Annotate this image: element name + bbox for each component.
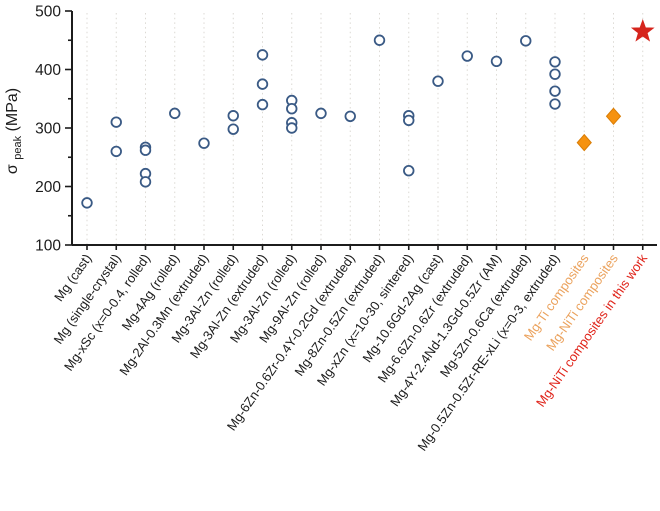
data-point-circle [256, 49, 269, 61]
data-point-circle [256, 98, 269, 111]
data-point-circle [81, 197, 93, 209]
data-point-circle [110, 145, 122, 158]
y-tick-labels-layer: 100 200 300 400 500 [35, 4, 61, 255]
y-axis-tick-label: 500 [35, 4, 61, 21]
data-point-circle [139, 144, 152, 156]
y-axis-tick-label: 100 [35, 238, 61, 255]
data-point-diamond [576, 133, 592, 152]
data-points-layer [81, 18, 655, 209]
axes-layer [65, 10, 657, 250]
data-point-circle [403, 114, 415, 127]
data-point-circle [286, 122, 298, 134]
y-axis-tick-label: 300 [35, 121, 61, 138]
data-point-diamond [605, 107, 622, 126]
data-point-circle [344, 110, 356, 123]
data-point-circle [227, 123, 239, 135]
x-tick-labels-layer: Mg (cast)Mg (single-crystal)Mg-xSc (x=0-… [51, 251, 651, 454]
y-axis-tick-label: 400 [35, 62, 61, 79]
data-point-circle [315, 107, 327, 120]
y-axis-title: σ peak (MPa) [4, 88, 25, 174]
data-point-circle [256, 78, 269, 90]
data-point-circle [490, 55, 503, 68]
data-point-circle [549, 85, 561, 97]
y-axis-title-unit: (MPa) [4, 88, 21, 132]
data-point-star [630, 18, 655, 42]
gridlines-layer [86, 13, 644, 244]
data-point-circle [110, 116, 122, 128]
data-point-circle [373, 34, 386, 46]
data-point-circle [461, 50, 473, 62]
y-axis-title-symbol: σ [4, 164, 21, 174]
data-point-circle [227, 110, 239, 122]
data-point-circle [549, 56, 561, 68]
data-point-circle [169, 107, 181, 120]
data-point-circle [549, 68, 561, 80]
data-point-circle [286, 102, 298, 115]
data-point-circle [520, 35, 532, 47]
data-point-circle [198, 137, 210, 149]
y-axis-title-subscript: peak [12, 135, 24, 159]
data-point-circle [139, 176, 152, 188]
data-point-circle [403, 165, 415, 177]
y-axis-tick-label: 200 [35, 179, 61, 196]
data-point-circle [549, 98, 561, 110]
data-point-circle [432, 75, 444, 87]
